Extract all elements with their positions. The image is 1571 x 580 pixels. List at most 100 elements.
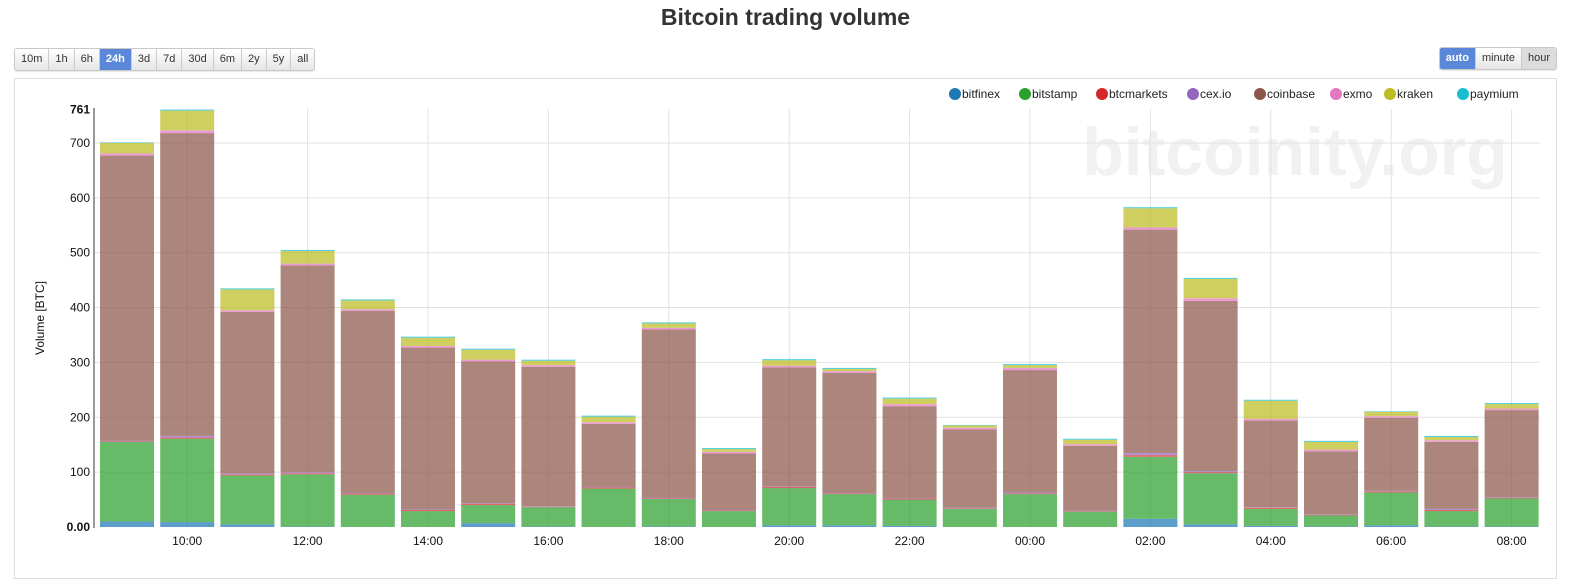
range-button-6h[interactable]: 6h (74, 49, 100, 70)
bar-exmo-0700[interactable] (1424, 440, 1479, 442)
bar-bitstamp-0400[interactable] (1243, 508, 1298, 526)
bar-coinbase-0300[interactable] (1183, 300, 1238, 472)
bar-cex-io-2200[interactable] (882, 497, 937, 499)
bar-bitstamp-0900[interactable] (100, 441, 154, 522)
bar-coinbase-1100[interactable] (220, 311, 275, 474)
bar-paymium-1300[interactable] (340, 299, 395, 301)
bar-btcmarkets-1500[interactable] (461, 503, 516, 506)
bar-paymium-1100[interactable] (220, 288, 275, 290)
bar-kraken-1900[interactable] (702, 449, 756, 452)
bar-cex-io-2300[interactable] (942, 507, 997, 509)
bar-btcmarkets-1100[interactable] (220, 474, 275, 476)
bar-coinbase-1500[interactable] (461, 361, 516, 504)
bar-exmo-1400[interactable] (401, 345, 455, 348)
bar-bitfinex-2000[interactable] (762, 525, 817, 527)
bar-cex-io-1100[interactable] (220, 473, 275, 475)
bar-exmo-0400[interactable] (1243, 418, 1298, 421)
bar-paymium-0600[interactable] (1364, 411, 1419, 412)
bar-coinbase-2300[interactable] (942, 429, 997, 508)
bar-cex-io-1200[interactable] (280, 472, 335, 474)
bar-kraken-1000[interactable] (160, 110, 215, 131)
bar-paymium-2000[interactable] (762, 359, 817, 361)
bar-paymium-1000[interactable] (160, 109, 215, 111)
bar-bitstamp-0700[interactable] (1424, 511, 1479, 527)
bar-coinbase-1200[interactable] (280, 265, 335, 473)
bar-exmo-1800[interactable] (641, 327, 696, 330)
bar-coinbase-2100[interactable] (822, 372, 877, 493)
bar-coinbase-0700[interactable] (1424, 441, 1479, 509)
range-button-all[interactable]: all (291, 49, 315, 70)
legend-item-bitfinex[interactable]: bitfinex (962, 87, 1000, 101)
bar-exmo-0200[interactable] (1123, 227, 1178, 230)
bar-kraken-1400[interactable] (401, 337, 455, 346)
bar-bitfinex-1200[interactable] (280, 526, 335, 527)
bar-btcmarkets-1800[interactable] (641, 498, 696, 500)
bar-kraken-0100[interactable] (1063, 439, 1118, 445)
legend-item-kraken[interactable]: kraken (1397, 87, 1433, 101)
range-button-7d[interactable]: 7d (157, 49, 183, 70)
bar-btcmarkets-0500[interactable] (1304, 514, 1358, 516)
bar-bitstamp-1700[interactable] (581, 488, 636, 527)
bar-bitstamp-1400[interactable] (401, 511, 455, 527)
bar-btcmarkets-1300[interactable] (340, 493, 395, 495)
bar-kraken-0600[interactable] (1364, 411, 1419, 417)
bar-bitstamp-0000[interactable] (1003, 494, 1057, 527)
bar-kraken-2300[interactable] (942, 425, 997, 428)
bar-coinbase-1700[interactable] (581, 423, 636, 487)
bar-cex-io-0300[interactable] (1183, 471, 1238, 473)
bar-bitstamp-2300[interactable] (942, 508, 997, 527)
bar-paymium-1500[interactable] (461, 348, 516, 350)
bar-coinbase-1600[interactable] (521, 366, 576, 507)
bar-bitfinex-1800[interactable] (641, 526, 696, 527)
bar-paymium-0400[interactable] (1243, 399, 1298, 401)
bar-coinbase-1300[interactable] (340, 310, 395, 493)
bar-cex-io-0900[interactable] (100, 440, 154, 442)
bar-bitstamp-0500[interactable] (1304, 515, 1358, 527)
bar-coinbase-1400[interactable] (401, 347, 455, 510)
bar-exmo-1000[interactable] (160, 130, 215, 134)
bar-exmo-0600[interactable] (1364, 416, 1419, 418)
bar-bitstamp-2000[interactable] (762, 488, 817, 526)
bar-bitfinex-0300[interactable] (1183, 524, 1238, 527)
range-button-5y[interactable]: 5y (266, 49, 292, 70)
bar-cex-io-2000[interactable] (762, 486, 817, 487)
bar-btcmarkets-2100[interactable] (822, 493, 877, 495)
bar-bitstamp-1500[interactable] (461, 505, 516, 524)
bar-paymium-1400[interactable] (401, 336, 455, 338)
bar-paymium-0100[interactable] (1063, 438, 1118, 440)
bar-exmo-1300[interactable] (340, 309, 395, 311)
bar-bitfinex-0500[interactable] (1304, 526, 1358, 527)
bar-btcmarkets-2200[interactable] (882, 498, 937, 500)
bar-bitstamp-1900[interactable] (702, 511, 756, 527)
bar-cex-io-0100[interactable] (1063, 510, 1118, 512)
bar-paymium-1700[interactable] (581, 415, 636, 417)
bar-btcmarkets-1900[interactable] (702, 510, 756, 512)
legend-item-bitstamp[interactable]: bitstamp (1032, 87, 1078, 101)
bar-paymium-0800[interactable] (1484, 403, 1539, 405)
bar-btcmarkets-0800[interactable] (1484, 497, 1539, 499)
bar-bitstamp-0300[interactable] (1183, 473, 1238, 525)
bar-coinbase-1800[interactable] (641, 329, 696, 498)
bar-kraken-0500[interactable] (1304, 441, 1358, 450)
bar-bitfinex-1000[interactable] (160, 522, 215, 527)
bar-btcmarkets-0300[interactable] (1183, 472, 1238, 474)
resolution-button-hour[interactable]: hour (1521, 48, 1556, 69)
bar-cex-io-1300[interactable] (340, 492, 395, 494)
bar-btcmarkets-0600[interactable] (1364, 491, 1419, 493)
bar-paymium-0200[interactable] (1123, 207, 1178, 209)
bar-cex-io-1700[interactable] (581, 486, 636, 488)
bar-coinbase-0100[interactable] (1063, 445, 1118, 511)
bar-cex-io-1800[interactable] (641, 497, 696, 499)
bar-btcmarkets-1200[interactable] (280, 473, 335, 475)
bar-exmo-0500[interactable] (1304, 449, 1358, 452)
bar-kraken-0400[interactable] (1243, 400, 1298, 419)
bar-kraken-0800[interactable] (1484, 404, 1539, 409)
bar-bitfinex-0700[interactable] (1424, 526, 1479, 527)
bar-kraken-1200[interactable] (280, 251, 335, 264)
bar-btcmarkets-0000[interactable] (1003, 493, 1057, 495)
bar-paymium-0300[interactable] (1183, 277, 1238, 280)
bar-coinbase-0400[interactable] (1243, 420, 1298, 508)
bar-cex-io-1900[interactable] (702, 509, 756, 511)
bar-paymium-0900[interactable] (100, 142, 154, 143)
bar-exmo-1200[interactable] (280, 263, 335, 266)
